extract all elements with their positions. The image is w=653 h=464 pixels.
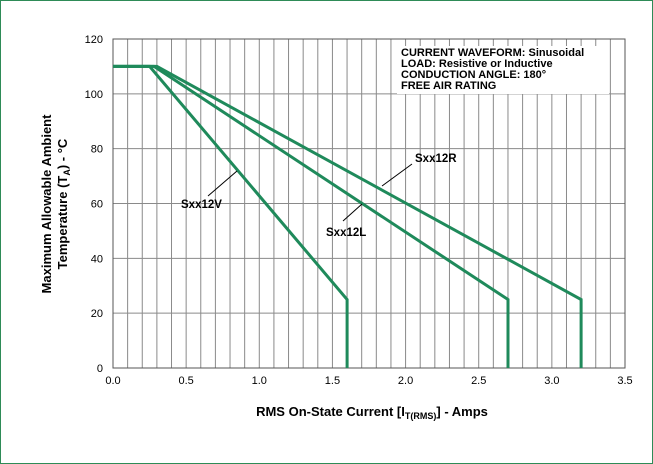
series-label-sxx12r: Sxx12R bbox=[415, 153, 457, 165]
x-tick-label: 3.0 bbox=[544, 375, 559, 387]
x-tick-label: 1.0 bbox=[252, 375, 267, 387]
series-line-sxx12l bbox=[113, 64, 510, 368]
leader-sxx12l bbox=[342, 203, 363, 222]
x-tick-label: 0.0 bbox=[105, 375, 120, 387]
y-tick-label: 100 bbox=[85, 89, 103, 101]
grid bbox=[112, 38, 626, 369]
y-tick-label: 120 bbox=[85, 34, 103, 46]
series-label-sxx12v: Sxx12V bbox=[181, 199, 222, 211]
note-line-4: FREE AIR RATING bbox=[401, 80, 496, 92]
plot-area-border bbox=[112, 38, 626, 369]
y-tick-label: 40 bbox=[91, 253, 103, 265]
series-lines bbox=[113, 64, 583, 368]
series-label-sxx12l: Sxx12L bbox=[326, 227, 366, 239]
y-tick-label: 80 bbox=[91, 144, 103, 156]
y-tick-labels: 0 20 40 60 80 100 120 bbox=[85, 34, 103, 375]
x-tick-label: 0.5 bbox=[178, 375, 193, 387]
y-axis-title-line-2: Temperature (TA) - °C bbox=[55, 138, 72, 269]
x-axis-title: RMS On-State Current [IT(RMS)] - Amps bbox=[256, 404, 488, 421]
x-tick-label: 3.5 bbox=[617, 375, 632, 387]
y-tick-label: 20 bbox=[91, 308, 103, 320]
y-tick-label: 0 bbox=[97, 363, 103, 375]
note-line-2: LOAD: Resistive or Inductive bbox=[401, 58, 553, 70]
note-line-3: CONDUCTION ANGLE: 180° bbox=[401, 69, 546, 81]
note-background bbox=[397, 46, 609, 94]
note-line-1: CURRENT WAVEFORM: Sinusoidal bbox=[401, 47, 584, 59]
leader-sxx12r bbox=[381, 163, 413, 187]
y-axis-title-line-1: Maximum Allowable Ambient bbox=[39, 114, 54, 294]
series-labels: Sxx12V Sxx12L Sxx12R bbox=[181, 153, 457, 239]
series-line-sxx12r bbox=[113, 64, 583, 368]
x-tick-label: 2.0 bbox=[398, 375, 413, 387]
x-tick-label: 1.5 bbox=[325, 375, 340, 387]
x-tick-labels: 0.0 0.5 1.0 1.5 2.0 2.5 3.0 3.5 bbox=[105, 375, 632, 387]
condition-note: CURRENT WAVEFORM: Sinusoidal LOAD: Resis… bbox=[401, 47, 584, 92]
leader-sxx12v bbox=[207, 170, 238, 197]
x-tick-label: 2.5 bbox=[471, 375, 486, 387]
y-tick-label: 60 bbox=[91, 199, 103, 211]
